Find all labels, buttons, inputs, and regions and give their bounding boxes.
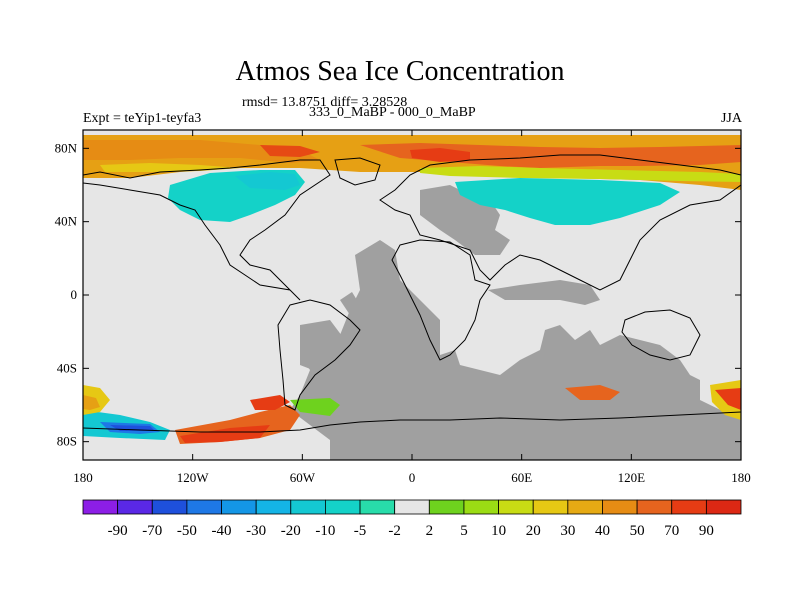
colorbar-swatch [567, 499, 603, 515]
colorbar-label: -50 [177, 523, 197, 539]
lat-label: 80N [55, 140, 78, 155]
colorbar-label: 10 [491, 523, 506, 539]
colorbar-swatch [671, 499, 707, 515]
figure-title: Atmos Sea Ice Concentration [235, 56, 565, 87]
colorbar-label: 20 [526, 523, 541, 539]
colorbar-label: 30 [560, 523, 575, 539]
colorbar-label: -30 [246, 523, 266, 539]
colorbar-label: -10 [315, 523, 335, 539]
colorbar-swatch [325, 499, 361, 515]
lon-label: 120W [177, 470, 210, 485]
colorbar-swatch [221, 499, 257, 515]
southern-decrease-zone [83, 398, 340, 440]
lat-label: 40N [55, 214, 78, 229]
colorbar-swatch [359, 499, 396, 515]
colorbar-swatch [394, 499, 430, 515]
colorbar-swatch [186, 499, 222, 515]
difference-label: 333_0_MaBP - 000_0_MaBP [309, 105, 476, 120]
northern-decrease-zone [168, 170, 680, 225]
lat-label: 0 [71, 287, 78, 302]
lon-label: 60E [511, 470, 532, 485]
lon-label: 180 [73, 470, 93, 485]
colorbar-swatch [498, 499, 534, 515]
lon-label: 180 [731, 470, 751, 485]
southern-increase-zone [83, 380, 741, 444]
longitude-axis: 180 120W 60W 0 60E 120E 180 [73, 130, 751, 485]
colorbar-label: -70 [142, 523, 162, 539]
latitude-axis: 80N 40N 0 40S 80S [55, 140, 741, 449]
lon-label: 120E [618, 470, 646, 485]
season-label: JJA [720, 111, 742, 126]
colorbar-label: -2 [388, 523, 401, 539]
colorbar-swatch [705, 499, 742, 515]
colorbar-label: 50 [630, 523, 645, 539]
lat-label: 80S [57, 434, 77, 449]
colorbar-swatch [428, 499, 465, 515]
colorbar-label: 90 [699, 523, 714, 539]
lat-label: 40S [57, 360, 77, 375]
colorbar-label: 2 [426, 523, 434, 539]
colorbar-swatch [532, 499, 569, 515]
stats-line: rmsd= 13.8751 diff= 3.28528 [242, 95, 408, 110]
colorbar-swatch [255, 499, 292, 515]
map-field [83, 130, 741, 460]
colorbar-swatch [82, 499, 119, 515]
colorbar-label: 40 [595, 523, 610, 539]
colorbar-swatch [636, 499, 673, 515]
colorbar-label: 70 [664, 523, 679, 539]
experiment-label: Expt = teYip1-teyfa3 [83, 111, 202, 126]
lon-label: 0 [409, 470, 416, 485]
colorbar-swatch [117, 499, 153, 515]
colorbar-label: -40 [212, 523, 232, 539]
colorbar-swatch [463, 499, 499, 515]
colorbar-swatch [602, 499, 638, 515]
colorbar-label: 5 [460, 523, 468, 539]
colorbar-swatch [151, 499, 188, 515]
colorbar-label: -5 [354, 523, 367, 539]
colorbar: -90 -70 -50 -40 -30 -20 -10 -5 -2 2 5 10 20 30 40 50 70 9… [82, 499, 742, 539]
colorbar-label: -20 [281, 523, 301, 539]
lon-label: 60W [290, 470, 316, 485]
colorbar-swatch [290, 499, 326, 515]
colorbar-label: -90 [108, 523, 128, 539]
coastlines [83, 154, 741, 433]
